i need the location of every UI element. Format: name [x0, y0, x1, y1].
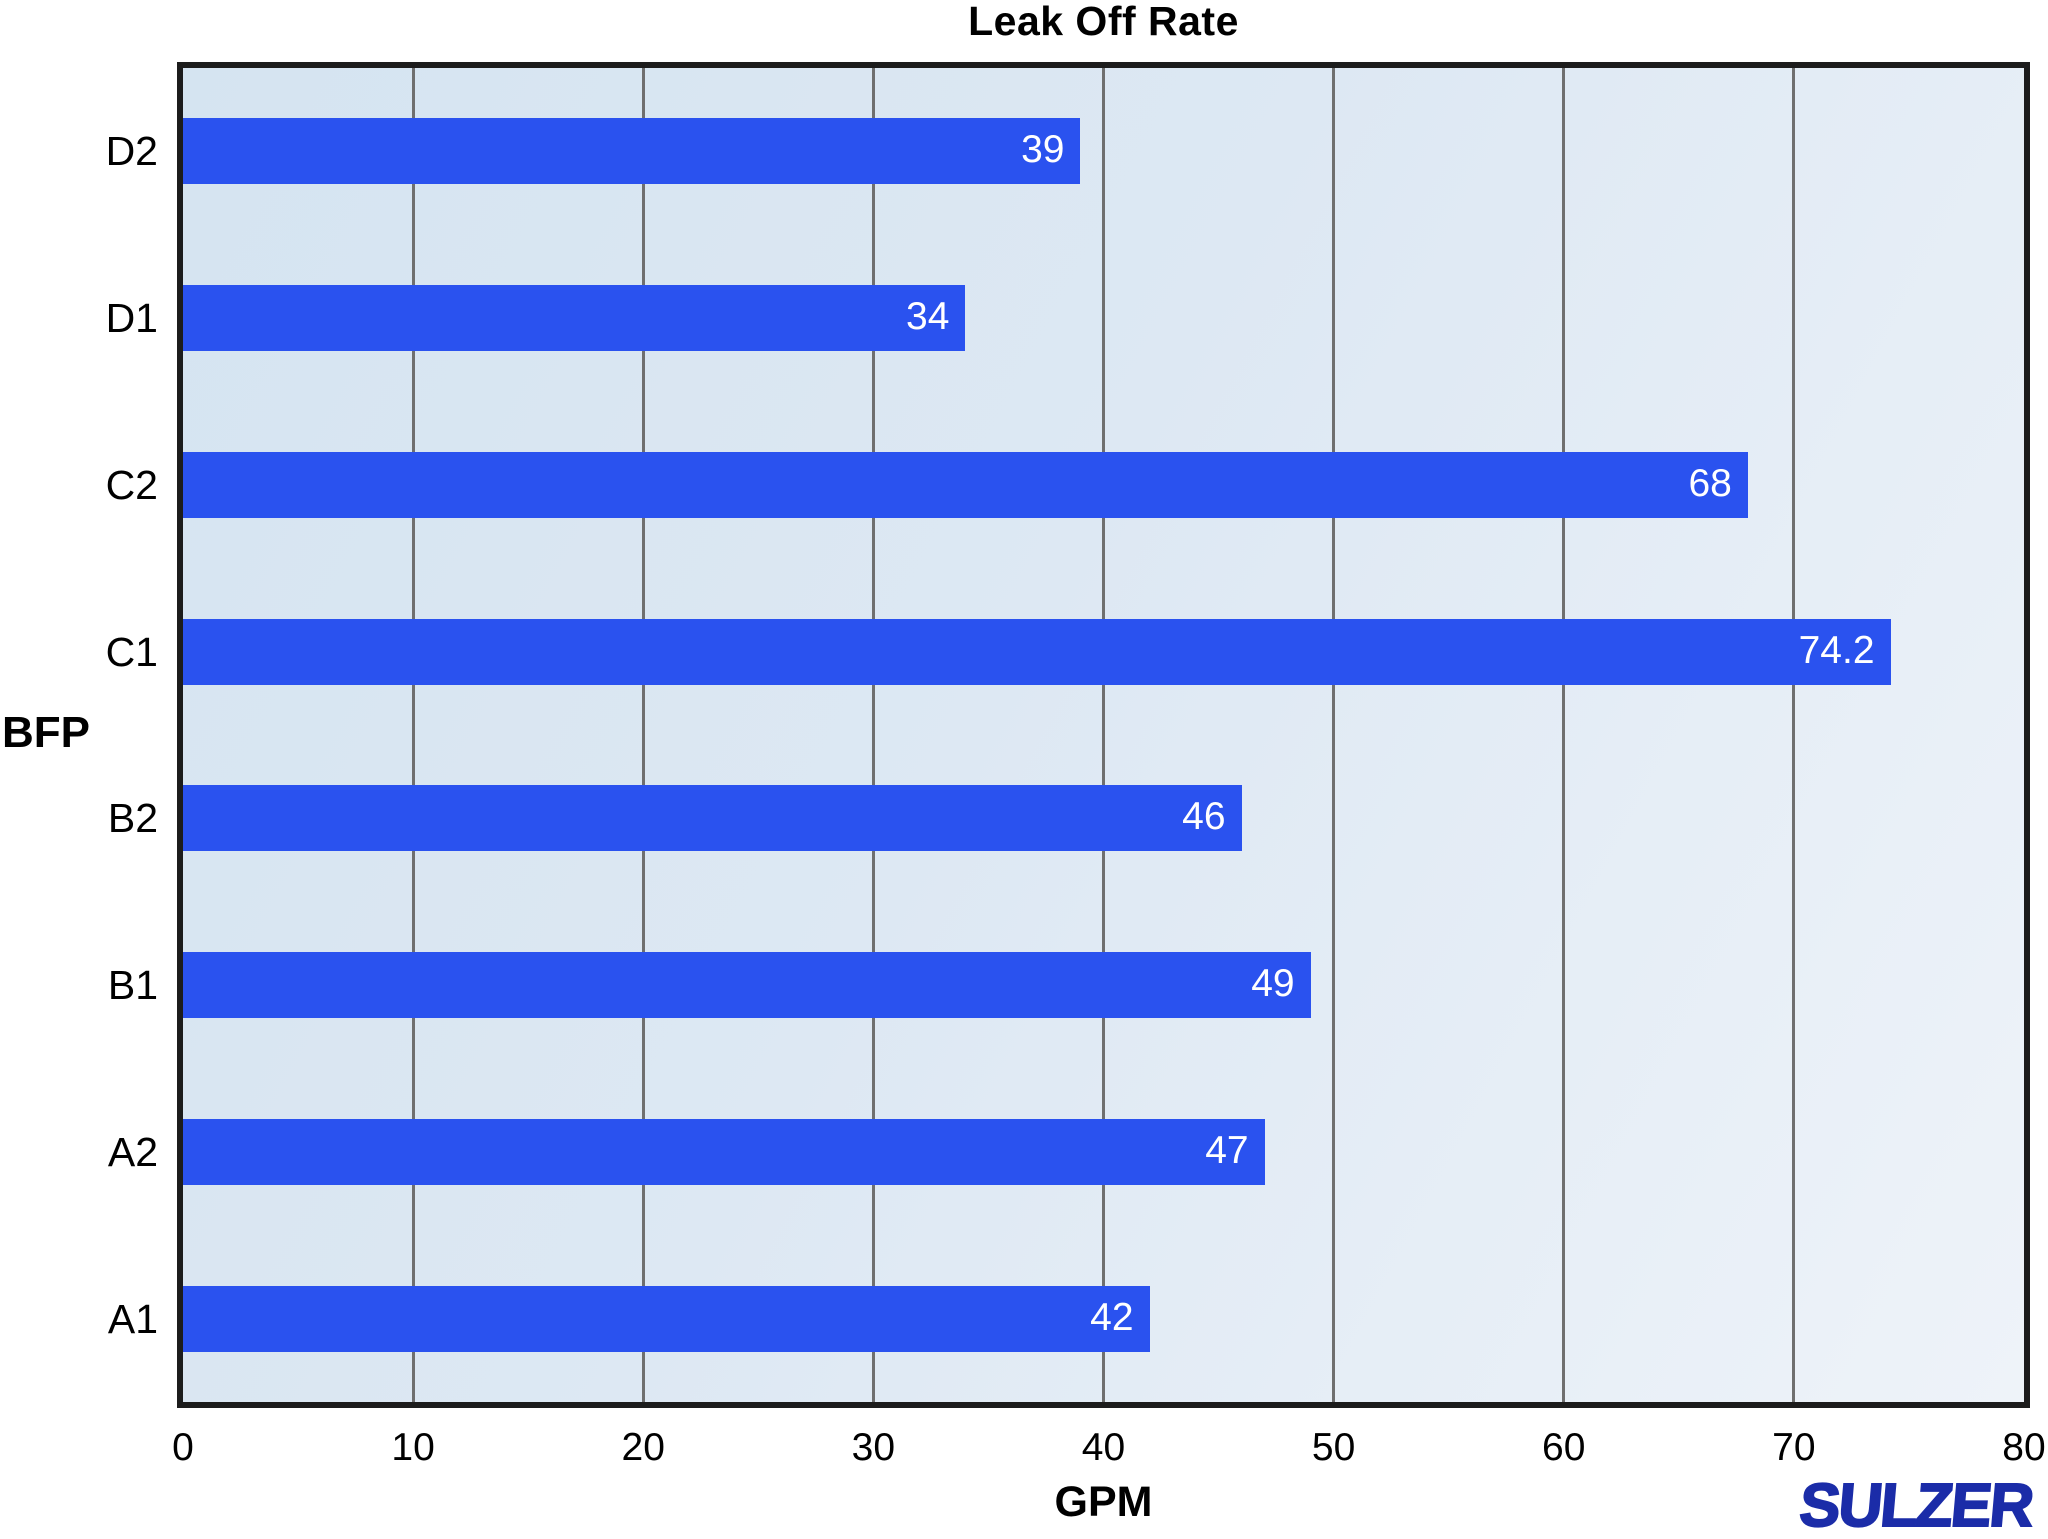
x-tick-10: 10: [391, 1426, 435, 1469]
x-tick-0: 0: [172, 1426, 194, 1469]
bar-value-A1: 42: [1090, 1295, 1134, 1339]
gridline-70: [1792, 68, 1796, 1402]
y-tick-D2: D2: [105, 128, 158, 175]
gridline-20: [641, 68, 645, 1402]
y-axis-label: BFP: [2, 708, 90, 757]
bar-value-C2: 68: [1688, 461, 1732, 505]
y-tick-A2: A2: [107, 1128, 158, 1175]
y-tick-B1: B1: [107, 962, 158, 1009]
x-tick-80: 80: [2002, 1426, 2046, 1469]
x-tick-20: 20: [621, 1426, 665, 1469]
sulzer-logo: SULZER: [1796, 1470, 2036, 1539]
x-tick-40: 40: [1081, 1426, 1126, 1469]
y-tick-C2: C2: [105, 461, 158, 508]
plot-area: 39 34 68 74.2 46 49 47 42: [177, 62, 2030, 1408]
chart-title: Leak Off Rate: [968, 0, 1239, 44]
bar-series: 39 34 68 74.2 46 49 47 42: [183, 68, 2024, 1402]
bar-A1: 42: [183, 1285, 1150, 1352]
gridline-50: [1332, 68, 1336, 1402]
gridline-30: [871, 68, 875, 1402]
gridline-40: [1102, 68, 1105, 1402]
bar-value-B2: 46: [1182, 795, 1226, 839]
x-axis-label: GPM: [1054, 1478, 1153, 1526]
bar-B1: 49: [183, 952, 1311, 1019]
x-tick-30: 30: [851, 1426, 896, 1469]
bar-value-D1: 34: [906, 295, 950, 339]
bar-value-A2: 47: [1205, 1128, 1249, 1172]
bar-D1: 34: [183, 285, 966, 352]
x-tick-50: 50: [1311, 1426, 1356, 1469]
bar-C2: 68: [183, 451, 1748, 518]
gridline-10: [411, 68, 415, 1402]
y-tick-A1: A1: [107, 1295, 158, 1342]
bar-A2: 47: [183, 1118, 1265, 1185]
x-tick-60: 60: [1542, 1426, 1586, 1469]
x-tick-70: 70: [1772, 1426, 1816, 1469]
bar-value-C1: 74.2: [1798, 628, 1875, 672]
gridline-60: [1562, 68, 1566, 1402]
bar-D2: 39: [183, 118, 1081, 185]
bar-B2: 46: [183, 785, 1242, 852]
bar-value-D2: 39: [1021, 128, 1065, 172]
y-tick-B2: B2: [107, 795, 158, 842]
bar-value-B1: 49: [1251, 962, 1295, 1006]
gridlines: [183, 68, 2024, 1402]
bar-C1: 74.2: [183, 618, 1891, 685]
y-tick-D1: D1: [105, 295, 158, 342]
y-tick-C1: C1: [105, 628, 158, 675]
